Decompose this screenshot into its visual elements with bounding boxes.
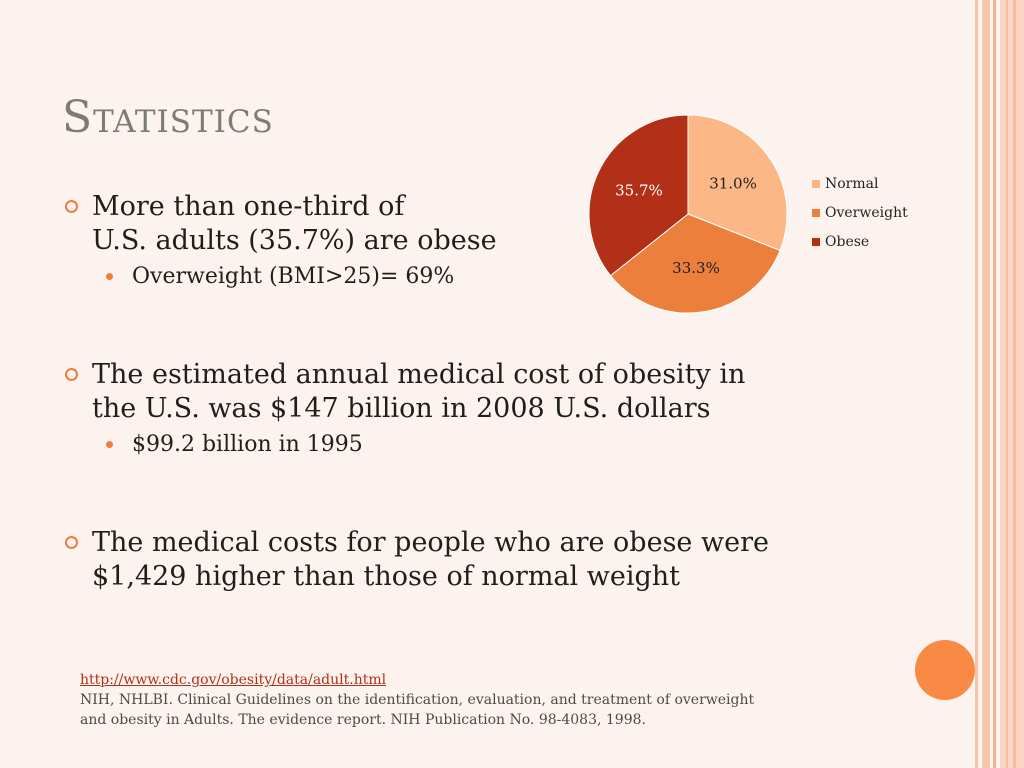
sub-bullet-text: $99.2 billion in 1995	[132, 432, 363, 457]
legend-swatch-normal	[812, 180, 820, 188]
decor-stripe	[1000, 0, 1024, 768]
slide-title: Statistics	[62, 92, 274, 143]
bullet-text-line: U.S. adults (35.7%) are obese	[92, 225, 497, 256]
sub-bullet-dot-icon	[106, 273, 113, 280]
decor-stripe	[1006, 0, 1008, 768]
reference-citation: and obesity in Adults. The evidence repo…	[80, 712, 646, 728]
pie-chart-svg: 31.0% 33.3% 35.7%	[588, 114, 788, 314]
legend-label: Obese	[825, 234, 870, 250]
pie-data-label: 33.3%	[672, 259, 720, 277]
sub-bullet-item: Overweight (BMI>25)= 69%	[62, 262, 942, 292]
bullet-ring-icon	[65, 536, 78, 549]
bullet-section: The estimated annual medical cost of obe…	[62, 358, 942, 460]
decor-stripe	[993, 0, 996, 768]
bullet-text-line: More than one-third of	[92, 191, 405, 222]
sub-bullet-text: Overweight (BMI>25)= 69%	[132, 264, 455, 289]
sub-bullet-item: $99.2 billion in 1995	[62, 430, 942, 460]
decor-stripe	[982, 0, 990, 768]
pie-slice-overweight	[609, 213, 781, 314]
decor-circle	[915, 640, 975, 700]
legend-item-obese: Obese	[812, 234, 869, 250]
bullet-text-line: The medical costs for people who are obe…	[92, 527, 769, 558]
bullet-item: The estimated annual medical cost of obe…	[62, 358, 942, 426]
legend-item-normal: Normal	[812, 176, 878, 192]
pie-slice-obese	[588, 114, 689, 277]
pie-data-label: 31.0%	[709, 174, 757, 192]
decor-stripe	[975, 0, 978, 768]
reference-link[interactable]: http://www.cdc.gov/obesity/data/adult.ht…	[80, 672, 387, 688]
pie-data-label: 35.7%	[615, 181, 663, 199]
reference-citation: NIH, NHLBI. Clinical Guidelines on the i…	[80, 692, 755, 708]
legend-item-overweight: Overweight	[812, 205, 908, 221]
sub-bullet-dot-icon	[106, 441, 113, 448]
pie-chart: 31.0% 33.3% 35.7% Normal Overweight Obese	[580, 108, 960, 320]
bullet-text-line: $1,429 higher than those of normal weigh…	[92, 561, 680, 592]
bullet-item: The medical costs for people who are obe…	[62, 526, 942, 594]
legend-label: Normal	[825, 176, 879, 192]
bullet-item: More than one-third of U.S. adults (35.7…	[62, 190, 942, 258]
bullet-ring-icon	[65, 200, 78, 213]
references: http://www.cdc.gov/obesity/data/adult.ht…	[80, 670, 910, 730]
decor-stripe	[1013, 0, 1016, 768]
legend-swatch-obese	[812, 238, 820, 246]
bullet-text-line: The estimated annual medical cost of obe…	[92, 359, 746, 390]
legend-label: Overweight	[825, 205, 908, 221]
bullet-text-line: the U.S. was $147 billion in 2008 U.S. d…	[92, 393, 711, 424]
pie-slice-normal	[687, 114, 788, 252]
bullet-ring-icon	[65, 368, 78, 381]
bullet-section: The medical costs for people who are obe…	[62, 526, 942, 594]
legend-swatch-overweight	[812, 209, 820, 217]
bullet-section: More than one-third of U.S. adults (35.7…	[62, 190, 942, 292]
